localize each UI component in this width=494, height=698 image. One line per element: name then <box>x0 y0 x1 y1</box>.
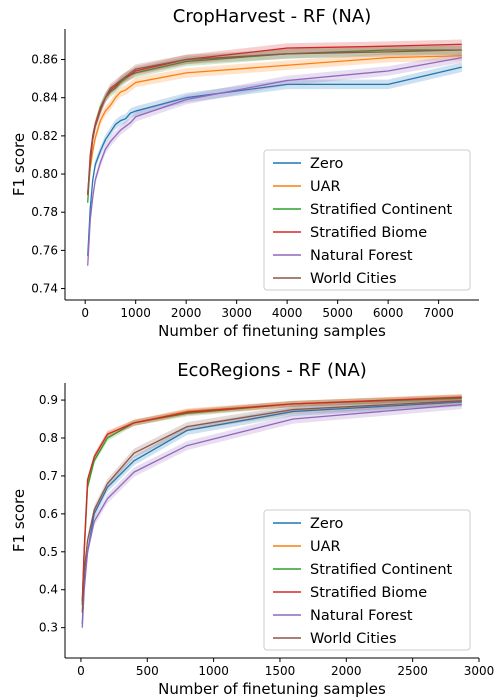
y-tick-label: 0.80 <box>31 167 58 181</box>
series-line <box>87 66 462 257</box>
legend-entry: UAR <box>310 179 341 195</box>
y-tick-label: 0.6 <box>39 507 58 521</box>
series-line <box>81 403 462 628</box>
series-line <box>87 56 462 266</box>
legend-entry: Stratified Continent <box>310 562 453 578</box>
series-world-cities <box>87 45 462 198</box>
y-tick-label: 0.86 <box>31 53 58 67</box>
x-tick-label: 7000 <box>423 306 454 320</box>
y-tick-label: 0.74 <box>31 282 58 296</box>
x-tick-label: 2500 <box>397 664 428 678</box>
x-tick-label: 2000 <box>171 306 202 320</box>
legend-entry: Stratified Biome <box>310 585 427 601</box>
series-stratified-biome <box>81 394 462 605</box>
x-tick-label: 1000 <box>198 664 229 678</box>
x-tick-label: 1500 <box>265 664 296 678</box>
y-tick-label: 0.9 <box>39 393 58 407</box>
chart-title: CropHarvest - RF (NA) <box>173 6 371 27</box>
legend-entry: Natural Forest <box>310 248 413 264</box>
y-axis-label: F1 score <box>10 133 28 196</box>
legend-entry: Natural Forest <box>310 608 413 624</box>
x-tick-label: 2000 <box>331 664 362 678</box>
legend-entry: World Cities <box>310 631 397 647</box>
x-axis-label: Number of finetuning samples <box>158 322 386 340</box>
series-zero <box>87 62 462 261</box>
series-line <box>81 396 462 602</box>
x-tick-label: 5000 <box>322 306 353 320</box>
x-tick-label: 6000 <box>373 306 404 320</box>
legend-entry: Stratified Continent <box>310 202 453 218</box>
y-tick-label: 0.76 <box>31 243 58 257</box>
legend-box <box>263 149 471 291</box>
x-tick-label: 500 <box>136 664 159 678</box>
y-tick-label: 0.3 <box>39 621 58 635</box>
legend: Zero UAR Stratified Continent Stratified Bi… <box>263 509 471 651</box>
y-axis-label: F1 score <box>10 489 28 552</box>
y-tick-label: 0.8 <box>39 431 58 445</box>
y-tick-label: 0.82 <box>31 129 58 143</box>
y-tick-label: 0.78 <box>31 205 58 219</box>
chart-cropharvest: CropHarvest - RF (NA) 0 1000 2000 3000 4000 50… <box>10 6 479 340</box>
y-tick-label: 0.4 <box>39 583 58 597</box>
y-tick-label: 0.5 <box>39 545 58 559</box>
chart-title: EcoRegions - RF (NA) <box>177 360 367 381</box>
x-tick-label: 0 <box>81 306 89 320</box>
legend-entry: Zero <box>310 516 343 532</box>
x-tick-label: 0 <box>77 664 85 678</box>
y-tick-label: 0.84 <box>31 91 58 105</box>
series-line <box>81 400 462 613</box>
y-tick-label: 0.7 <box>39 469 58 483</box>
legend-entry: UAR <box>310 539 341 555</box>
x-tick-label: 4000 <box>272 306 303 320</box>
series-uar <box>87 50 462 200</box>
chart-ecoregions: EcoRegions - RF (NA) 0 500 1000 1500 2000 2500… <box>10 360 494 698</box>
x-tick-label: 1000 <box>120 306 151 320</box>
x-tick-label: 3000 <box>221 306 252 320</box>
series-natural-forest <box>81 400 462 633</box>
x-axis-label: Number of finetuning samples <box>158 680 386 698</box>
series-line <box>87 49 462 194</box>
legend: Zero UAR Stratified Continent Stratified Bi… <box>263 149 471 291</box>
legend-box <box>263 509 471 651</box>
legend-entry: Stratified Biome <box>310 225 427 241</box>
series-line <box>87 55 462 196</box>
legend-entry: World Cities <box>310 271 397 287</box>
x-tick-label: 3000 <box>464 664 494 678</box>
legend-entry: Zero <box>310 156 343 172</box>
series-world-cities <box>81 396 462 618</box>
series-natural-forest <box>87 52 462 271</box>
